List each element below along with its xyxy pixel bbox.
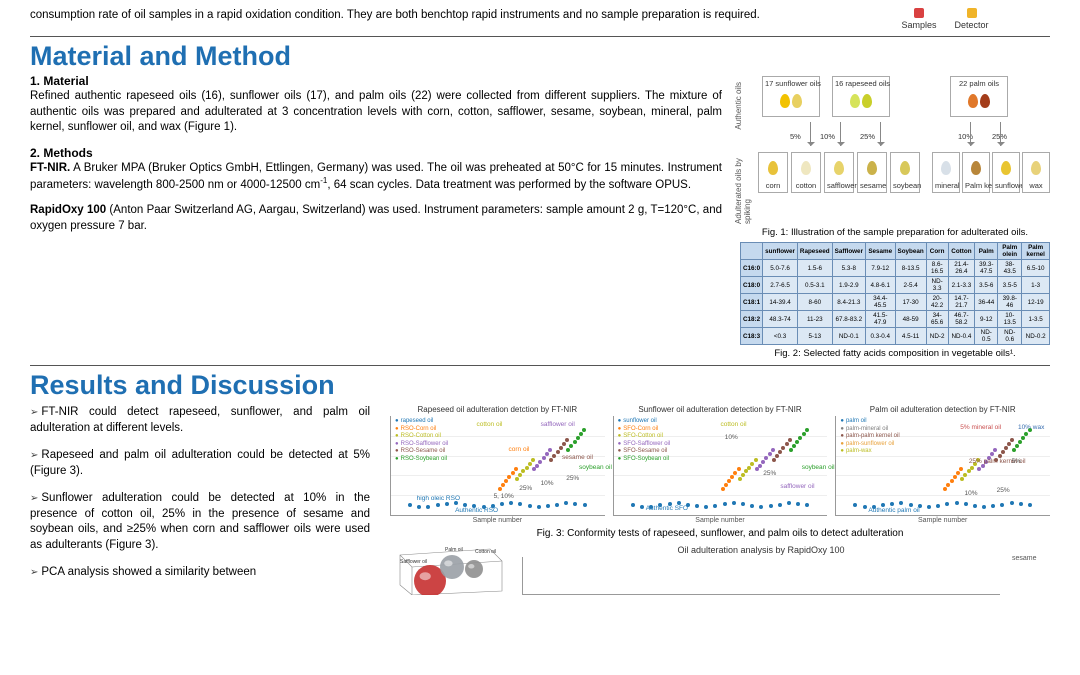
figure-2-caption: Fig. 2: Selected fatty acids composition… xyxy=(740,348,1050,359)
fig1-adulterant-box: corn xyxy=(758,152,788,193)
mm-left-column: 1. Material Refined authentic rapeseed o… xyxy=(30,74,722,359)
fig1-adulterant-box: soybean xyxy=(890,152,920,193)
legend-swatch-samples xyxy=(914,8,924,18)
mm-row: 1. Material Refined authentic rapeseed o… xyxy=(30,74,1050,359)
svg-text:Cotton oil: Cotton oil xyxy=(475,549,496,555)
rapidoxy-label: RapidOxy 100 xyxy=(30,204,106,216)
divider xyxy=(30,365,1050,366)
fig1-axis-authentic: Authentic oils xyxy=(734,82,743,130)
bottom-figure-row: Safflower oil Palm oil Cotton oil Oil adul… xyxy=(390,545,1050,595)
result-bullet: FT-NIR could detect rapeseed, sunflower,… xyxy=(30,405,370,436)
figure-3-caption: Fig. 3: Conformity tests of rapeseed, su… xyxy=(390,528,1050,539)
fig1-axis-adulterated: Adulterated oils by spiking xyxy=(734,156,752,224)
fig1-top-oil-box: 22 palm oils xyxy=(950,76,1008,117)
conformity-chart: Rapeseed oil adulteration detction by FT… xyxy=(390,405,605,524)
intro-row: consumption rate of oil samples in a rap… xyxy=(30,8,1050,30)
rapidoxy-chart: Oil adulteration analysis by RapidOxy 10… xyxy=(522,545,1000,595)
result-bullet: Rapeseed and palm oil adulteration could… xyxy=(30,448,370,479)
methods-ftnir-paragraph: FT-NIR. A Bruker MPA (Bruker Optics GmbH… xyxy=(30,161,722,194)
pca-3d-plot: Safflower oil Palm oil Cotton oil xyxy=(390,545,510,595)
fig1-adulterant-box: wax xyxy=(1022,152,1050,193)
svg-text:Palm oil: Palm oil xyxy=(445,547,463,553)
figure-1-illustration: Authentic oils Adulterated oils by spiki… xyxy=(740,74,1050,224)
methods-rapidoxy-paragraph: RapidOxy 100 (Anton Paar Switzerland AG,… xyxy=(30,203,722,234)
fig1-adulterant-box: mineral xyxy=(932,152,960,193)
result-bullet: Sunflower adulteration could be detected… xyxy=(30,491,370,553)
figure-1-caption: Fig. 1: Illustration of the sample prepa… xyxy=(740,227,1050,238)
divider xyxy=(30,36,1050,37)
fig1-adulterant-box: sunflower xyxy=(992,152,1020,193)
legend-swatch-detector xyxy=(967,8,977,18)
section-title-mm: Material and Method xyxy=(30,41,1050,72)
conformity-chart: Sunflower oil adulteration detection by … xyxy=(613,405,828,524)
ftnir-label: FT-NIR. xyxy=(30,162,70,174)
intro-tail-text: consumption rate of oil samples in a rap… xyxy=(30,8,820,30)
fig1-adulterant-box: cotton xyxy=(791,152,821,193)
result-bullet: PCA analysis showed a similarity between xyxy=(30,565,370,581)
material-paragraph: Refined authentic rapeseed oils (16), su… xyxy=(30,89,722,136)
svg-text:Safflower oil: Safflower oil xyxy=(400,559,427,565)
conformity-chart: Palm oil adulteration detection by FT-NI… xyxy=(835,405,1050,524)
fig1-top-oil-box: 16 rapeseed oils xyxy=(832,76,890,117)
fig1-adulterant-box: safflower xyxy=(824,152,854,193)
legend-chip-samples: Samples xyxy=(901,8,936,30)
section-title-rd: Results and Discussion xyxy=(30,370,1050,401)
mm-right-column: Authentic oils Adulterated oils by spiki… xyxy=(740,74,1050,359)
fig1-top-oil-box: 17 sunflower oils xyxy=(762,76,820,117)
intro-legend: Samples Detector xyxy=(840,8,1050,30)
rapidoxy-legend: sesame xyxy=(1012,545,1050,595)
rd-bullet-column: FT-NIR could detect rapeseed, sunflower,… xyxy=(30,405,370,595)
subheading-material: 1. Material xyxy=(30,74,722,88)
legend-chip-detector: Detector xyxy=(955,8,989,30)
legend-label-samples: Samples xyxy=(901,20,936,30)
fig1-adulterant-box: sesame xyxy=(857,152,887,193)
poster-page: consumption rate of oil samples in a rap… xyxy=(0,0,1080,595)
rapidoxy-chart-title: Oil adulteration analysis by RapidOxy 10… xyxy=(522,545,1000,555)
subheading-methods: 2. Methods xyxy=(30,146,722,160)
rd-row: FT-NIR could detect rapeseed, sunflower,… xyxy=(30,405,1050,595)
rapidoxy-chart-area xyxy=(522,557,1000,595)
fig1-adulterant-box: Palm kernel xyxy=(962,152,990,193)
figure-2-table: sunflowerRapeseedSafflowerSesameSoybeanC… xyxy=(740,242,1050,345)
figure-3-chart-row: Rapeseed oil adulteration detction by FT… xyxy=(390,405,1050,524)
legend-label-detector: Detector xyxy=(955,20,989,30)
rd-figures-column: Rapeseed oil adulteration detction by FT… xyxy=(390,405,1050,595)
